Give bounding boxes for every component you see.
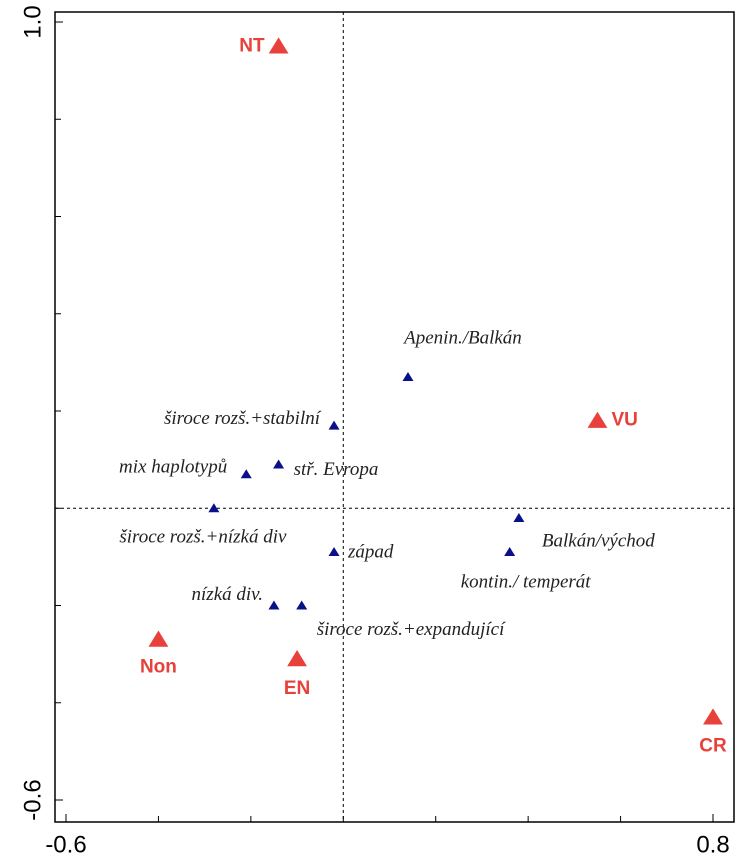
marker [268, 600, 280, 610]
marker [328, 547, 340, 557]
point-label: Non [140, 657, 177, 678]
point-label: široce rozš.+nízká div [119, 527, 287, 548]
point-label: VU [611, 410, 637, 431]
point-label: CR [699, 735, 727, 756]
plot-frame [54, 11, 735, 823]
marker [208, 503, 220, 513]
x-tick-label: 0.8 [696, 831, 729, 858]
marker [504, 547, 516, 557]
y-tick-label: 1.0 [19, 5, 46, 38]
marker [296, 600, 308, 610]
point-label: západ [347, 541, 394, 562]
marker [240, 469, 252, 479]
marker [703, 708, 723, 725]
point-label: stř. Evropa [294, 459, 379, 480]
marker [287, 649, 307, 667]
y-tick-label: -0.6 [19, 779, 46, 820]
marker [148, 630, 169, 647]
marker [402, 371, 414, 381]
point-label: Apenin./Balkán [402, 327, 522, 348]
x-tick-label: -0.6 [45, 831, 86, 858]
marker [268, 37, 289, 54]
marker [328, 420, 340, 430]
marker [273, 459, 285, 469]
point-label: kontin./ temperát [461, 571, 592, 592]
point-label: mix haplotypů [119, 457, 227, 478]
marker [587, 411, 608, 428]
point-label: Balkán/východ [542, 530, 655, 551]
point-label: EN [284, 678, 310, 699]
point-label: široce rozš.+expandující [317, 619, 506, 640]
point-label: NT [239, 35, 265, 56]
point-label: široce rozš.+stabilní [164, 408, 322, 429]
point-label: nízká div. [192, 584, 263, 605]
marker [513, 512, 525, 522]
